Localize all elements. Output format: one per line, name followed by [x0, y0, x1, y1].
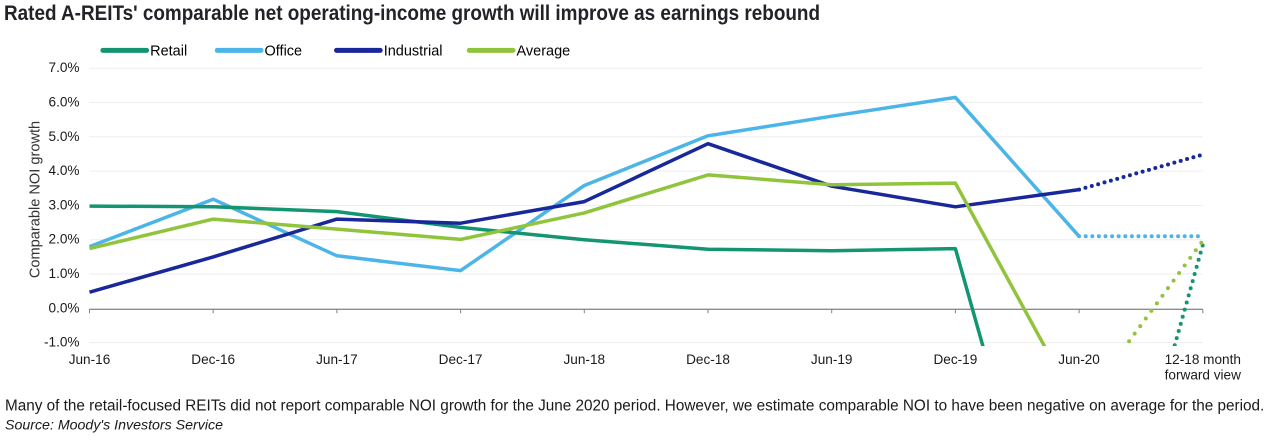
svg-text:12-18 month: 12-18 month: [1165, 352, 1241, 367]
svg-text:Dec-16: Dec-16: [191, 352, 235, 367]
svg-text:Jun-17: Jun-17: [316, 352, 358, 367]
svg-text:4.0%: 4.0%: [49, 163, 80, 178]
svg-text:Jun-18: Jun-18: [564, 352, 606, 367]
svg-text:Comparable NOI growth: Comparable NOI growth: [28, 121, 44, 278]
svg-text:Dec-19: Dec-19: [933, 352, 977, 367]
svg-text:Retail: Retail: [150, 43, 187, 59]
svg-text:Jun-20: Jun-20: [1058, 352, 1100, 367]
svg-text:3.0%: 3.0%: [49, 197, 80, 212]
svg-text:Source: Moody's Investors Serv: Source: Moody's Investors Service: [5, 418, 223, 434]
svg-text:7.0%: 7.0%: [49, 60, 80, 75]
svg-text:1.0%: 1.0%: [49, 266, 80, 281]
svg-text:Rated A-REITs' comparable net: Rated A-REITs' comparable net operating-…: [4, 2, 820, 25]
svg-text:Dec-17: Dec-17: [439, 352, 483, 367]
svg-text:0.0%: 0.0%: [49, 300, 80, 315]
svg-text:Office: Office: [265, 43, 303, 59]
svg-text:Many of the retail-focused REI: Many of the retail-focused REITs did not…: [5, 398, 1264, 415]
svg-text:Jun-19: Jun-19: [811, 352, 853, 367]
svg-text:Dec-18: Dec-18: [686, 352, 730, 367]
svg-text:Jun-16: Jun-16: [69, 352, 111, 367]
svg-text:Industrial: Industrial: [384, 43, 443, 59]
svg-text:-1.0%: -1.0%: [44, 335, 80, 350]
svg-text:6.0%: 6.0%: [49, 95, 80, 110]
svg-text:forward view: forward view: [1165, 368, 1241, 383]
svg-text:2.0%: 2.0%: [49, 232, 80, 247]
svg-text:Average: Average: [517, 43, 571, 59]
svg-text:5.0%: 5.0%: [49, 129, 80, 144]
